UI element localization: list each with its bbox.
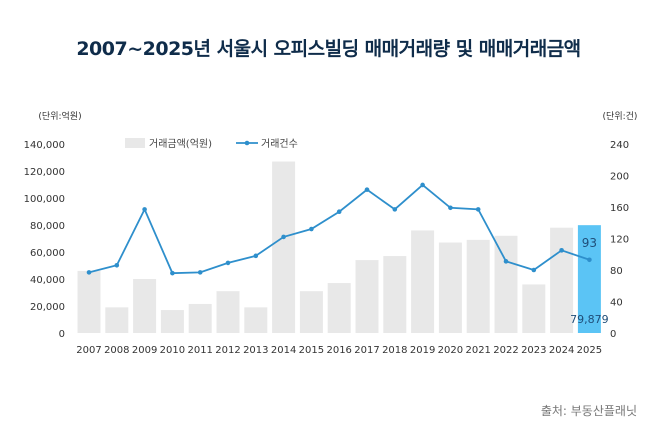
line-point xyxy=(503,259,509,264)
bar xyxy=(438,242,462,333)
right-tick-label: 40 xyxy=(610,298,623,309)
line-point xyxy=(86,270,92,275)
x-tick-label: 2025 xyxy=(577,345,602,356)
line-point xyxy=(475,207,481,212)
left-tick-label: 100,000 xyxy=(24,194,65,205)
x-tick-label: 2018 xyxy=(382,345,407,356)
left-tick-label: 0 xyxy=(59,329,65,340)
left-tick-label: 140,000 xyxy=(24,140,65,151)
line-point xyxy=(531,267,537,273)
x-tick-label: 2016 xyxy=(326,345,351,356)
line-point xyxy=(142,207,147,212)
bar xyxy=(327,283,351,333)
bar xyxy=(105,307,129,333)
legend-bar-label: 거래금액(억원) xyxy=(149,138,212,150)
line-point xyxy=(309,226,314,232)
x-tick-label: 2011 xyxy=(187,345,212,356)
bar xyxy=(466,239,490,333)
bar xyxy=(355,260,379,333)
left-tick-label: 80,000 xyxy=(30,221,65,232)
line-point xyxy=(114,262,120,268)
legend-line-label: 거래건수 xyxy=(261,138,298,150)
x-tick-label: 2012 xyxy=(215,345,240,356)
x-tick-label: 2013 xyxy=(243,345,268,356)
line-point xyxy=(197,270,203,275)
line-point xyxy=(364,187,370,192)
right-axis-unit: (단위:건) xyxy=(603,111,638,122)
bar xyxy=(494,235,518,333)
x-tick-label: 2014 xyxy=(271,345,296,356)
line-point xyxy=(559,248,564,253)
x-tick-label: 2019 xyxy=(410,345,435,356)
x-tick-label: 2024 xyxy=(549,345,574,356)
line-point xyxy=(253,253,259,259)
bar xyxy=(77,270,101,333)
bar xyxy=(216,291,240,333)
bar xyxy=(133,279,157,333)
left-tick-label: 40,000 xyxy=(30,275,65,286)
x-tick-label: 2021 xyxy=(465,345,490,356)
line-point xyxy=(225,260,231,266)
x-tick-label: 2007 xyxy=(76,345,101,356)
right-tick-label: 200 xyxy=(610,172,629,183)
source-note: 출처: 부동산플래닛 xyxy=(540,404,637,418)
left-tick-label: 60,000 xyxy=(30,248,65,259)
left-axis-unit: (단위:억원) xyxy=(38,110,81,122)
x-tick-label: 2009 xyxy=(132,345,157,356)
bar xyxy=(299,291,323,333)
right-tick-label: 160 xyxy=(610,203,629,214)
bar xyxy=(383,256,407,333)
x-tick-label: 2023 xyxy=(521,345,546,356)
x-tick-label: 2020 xyxy=(438,345,463,356)
bar xyxy=(188,303,212,333)
right-tick-label: 120 xyxy=(610,235,629,246)
x-tick-label: 2008 xyxy=(104,345,129,356)
legend-line-marker xyxy=(244,140,250,146)
bar xyxy=(411,230,435,333)
bar xyxy=(160,310,184,333)
bar xyxy=(244,307,268,333)
bar-data-label: 79,879 xyxy=(570,313,609,326)
x-tick-label: 2022 xyxy=(493,345,518,356)
bar xyxy=(577,225,601,333)
line-point xyxy=(281,234,286,240)
x-tick-label: 2015 xyxy=(299,345,324,356)
chart-title: 2007~2025년 서울시 오피스빌딩 매매거래량 및 매매거래금액 xyxy=(76,38,581,60)
line-point xyxy=(448,205,453,211)
bar xyxy=(522,284,546,333)
line-point xyxy=(420,182,425,188)
right-tick-label: 0 xyxy=(610,329,616,340)
x-tick-label: 2017 xyxy=(354,345,379,356)
bar xyxy=(272,161,296,333)
line-point xyxy=(170,270,175,276)
legend-bar-swatch xyxy=(125,138,145,148)
line-point xyxy=(336,209,342,215)
right-tick-label: 240 xyxy=(610,140,629,151)
line-data-label: 93 xyxy=(582,236,597,250)
line-point xyxy=(392,207,398,212)
left-tick-label: 120,000 xyxy=(24,167,65,178)
line-point xyxy=(587,257,592,263)
x-tick-label: 2010 xyxy=(160,345,185,356)
right-tick-label: 80 xyxy=(610,266,623,277)
left-tick-label: 20,000 xyxy=(30,302,65,313)
